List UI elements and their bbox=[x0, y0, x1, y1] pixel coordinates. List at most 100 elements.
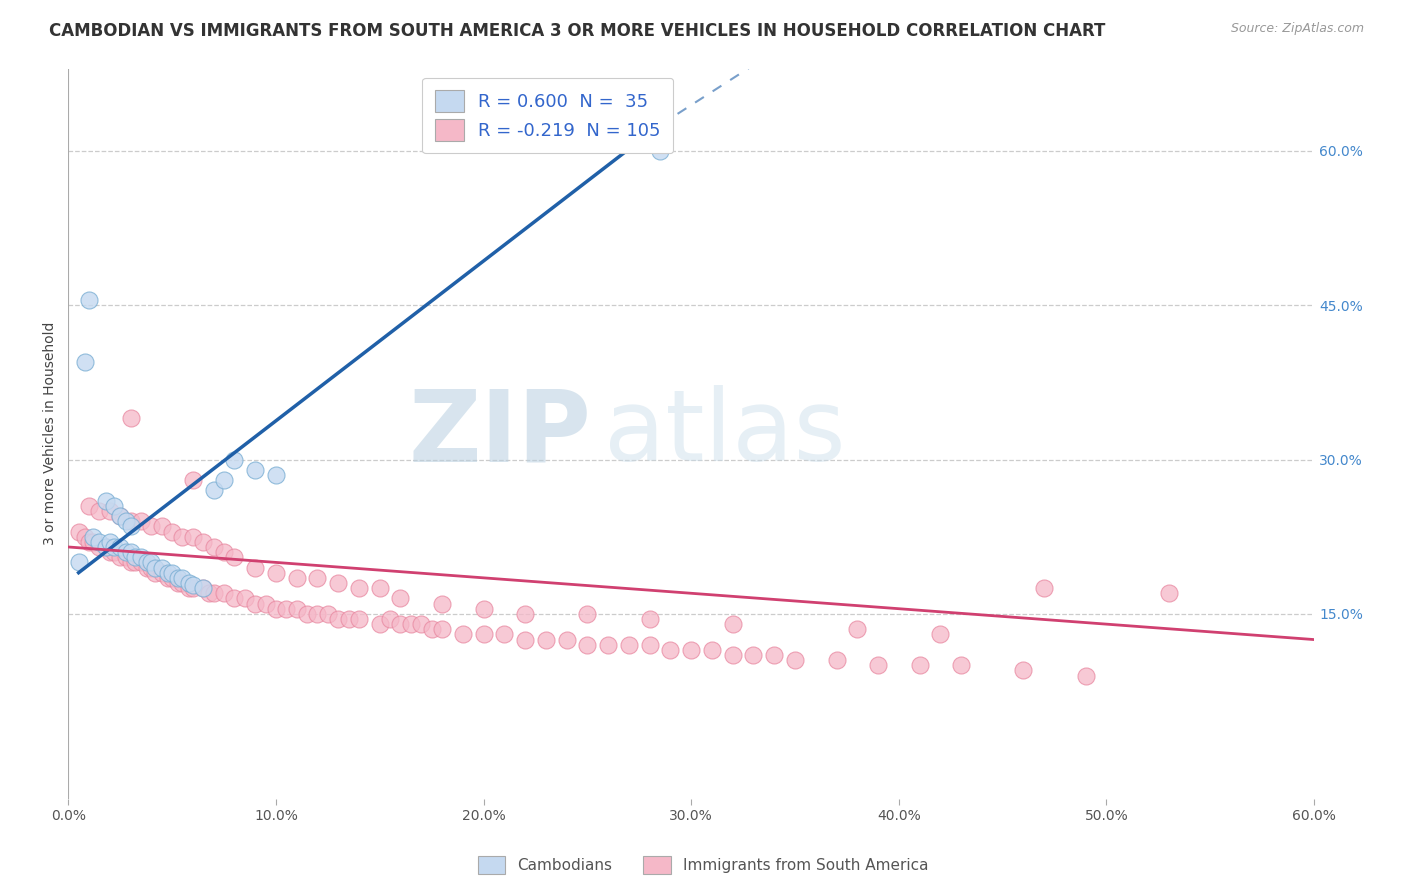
Point bbox=[160, 566, 183, 580]
Point bbox=[77, 534, 100, 549]
Point bbox=[347, 612, 370, 626]
Point bbox=[285, 601, 308, 615]
Point bbox=[389, 617, 412, 632]
Point bbox=[160, 524, 183, 539]
Point bbox=[328, 612, 350, 626]
Point bbox=[136, 560, 159, 574]
Point bbox=[243, 463, 266, 477]
Point bbox=[783, 653, 806, 667]
Point bbox=[193, 581, 215, 595]
Point bbox=[98, 545, 121, 559]
Point bbox=[120, 519, 142, 533]
Point bbox=[598, 638, 620, 652]
Point bbox=[94, 540, 117, 554]
Point bbox=[846, 622, 869, 636]
Point bbox=[212, 545, 235, 559]
Point bbox=[638, 638, 661, 652]
Point bbox=[129, 556, 152, 570]
Point bbox=[617, 638, 640, 652]
Point bbox=[145, 560, 167, 574]
Point bbox=[1012, 664, 1035, 678]
Point bbox=[1074, 668, 1097, 682]
Point bbox=[212, 473, 235, 487]
Point bbox=[150, 560, 173, 574]
Point bbox=[285, 571, 308, 585]
Point bbox=[316, 607, 339, 621]
Text: atlas: atlas bbox=[605, 385, 845, 483]
Point bbox=[181, 530, 204, 544]
Point bbox=[129, 550, 152, 565]
Point bbox=[555, 632, 578, 647]
Point bbox=[150, 566, 173, 580]
Point bbox=[103, 540, 125, 554]
Point bbox=[224, 550, 246, 565]
Point bbox=[150, 519, 173, 533]
Point bbox=[177, 581, 200, 595]
Point bbox=[276, 601, 298, 615]
Point bbox=[576, 607, 599, 621]
Point bbox=[908, 658, 931, 673]
Text: ZIP: ZIP bbox=[409, 385, 592, 483]
Point bbox=[721, 617, 744, 632]
Point bbox=[212, 586, 235, 600]
Point bbox=[472, 601, 495, 615]
Point bbox=[167, 571, 190, 585]
Point bbox=[328, 576, 350, 591]
Point bbox=[451, 627, 474, 641]
Point bbox=[763, 648, 786, 662]
Point bbox=[120, 545, 142, 559]
Point bbox=[243, 560, 266, 574]
Text: CAMBODIAN VS IMMIGRANTS FROM SOUTH AMERICA 3 OR MORE VEHICLES IN HOUSEHOLD CORRE: CAMBODIAN VS IMMIGRANTS FROM SOUTH AMERI… bbox=[49, 22, 1105, 40]
Point bbox=[1157, 586, 1180, 600]
Point bbox=[193, 534, 215, 549]
Point bbox=[295, 607, 318, 621]
Point bbox=[141, 556, 163, 570]
Point bbox=[337, 612, 360, 626]
Point bbox=[141, 560, 163, 574]
Point bbox=[181, 578, 204, 592]
Point bbox=[681, 643, 703, 657]
Point bbox=[77, 499, 100, 513]
Y-axis label: 3 or more Vehicles in Household: 3 or more Vehicles in Household bbox=[44, 322, 58, 546]
Point bbox=[141, 519, 163, 533]
Point bbox=[115, 514, 138, 528]
Point bbox=[389, 591, 412, 606]
Point bbox=[115, 550, 138, 565]
Point bbox=[115, 545, 138, 559]
Point bbox=[264, 601, 287, 615]
Point bbox=[103, 545, 125, 559]
Point bbox=[430, 597, 453, 611]
Point bbox=[160, 571, 183, 585]
Point bbox=[120, 556, 142, 570]
Point bbox=[307, 571, 329, 585]
Point bbox=[368, 617, 391, 632]
Point bbox=[368, 581, 391, 595]
Point bbox=[89, 540, 111, 554]
Point bbox=[202, 540, 225, 554]
Point bbox=[929, 627, 952, 641]
Point bbox=[193, 581, 215, 595]
Point bbox=[181, 473, 204, 487]
Point bbox=[73, 530, 96, 544]
Point bbox=[120, 411, 142, 425]
Point bbox=[98, 534, 121, 549]
Point bbox=[513, 607, 536, 621]
Point bbox=[181, 581, 204, 595]
Legend: R = 0.600  N =  35, R = -0.219  N = 105: R = 0.600 N = 35, R = -0.219 N = 105 bbox=[422, 78, 673, 153]
Point bbox=[202, 483, 225, 498]
Point bbox=[156, 566, 179, 580]
Point bbox=[825, 653, 848, 667]
Point bbox=[177, 576, 200, 591]
Point bbox=[243, 597, 266, 611]
Point bbox=[411, 617, 433, 632]
Point bbox=[108, 550, 131, 565]
Point bbox=[659, 643, 682, 657]
Point bbox=[124, 556, 146, 570]
Point bbox=[172, 530, 194, 544]
Point bbox=[472, 627, 495, 641]
Point bbox=[233, 591, 256, 606]
Point bbox=[576, 638, 599, 652]
Point bbox=[120, 514, 142, 528]
Point bbox=[868, 658, 890, 673]
Point bbox=[67, 524, 90, 539]
